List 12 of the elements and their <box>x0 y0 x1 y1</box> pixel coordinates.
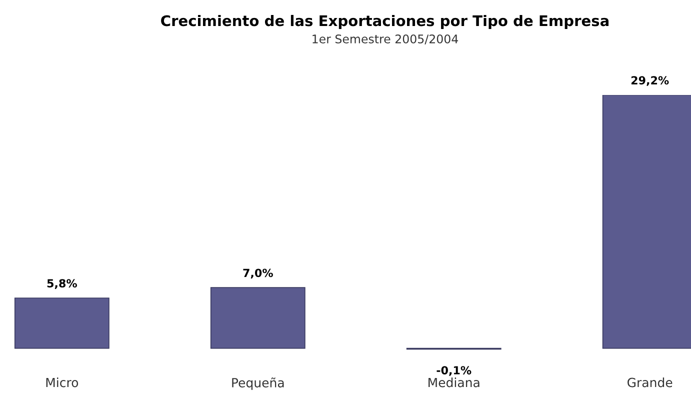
data-label: 5,8% <box>47 279 77 289</box>
data-label: 29,2% <box>631 76 669 86</box>
x-tick-label: Micro <box>46 378 78 388</box>
chart-title: Crecimiento de las Exportaciones por Tipo de Empresa <box>161 14 609 30</box>
chart-subtitle: 1er Semestre 2005/2004 <box>312 34 458 44</box>
data-label: 7,0% <box>243 268 273 279</box>
data-label: -0,1% <box>436 366 472 376</box>
bar <box>210 287 306 349</box>
x-tick-label: Grande <box>628 378 672 388</box>
bar <box>14 298 110 349</box>
x-tick-label: Pequeña <box>232 378 284 390</box>
x-tick-label: Mediana <box>428 378 480 388</box>
